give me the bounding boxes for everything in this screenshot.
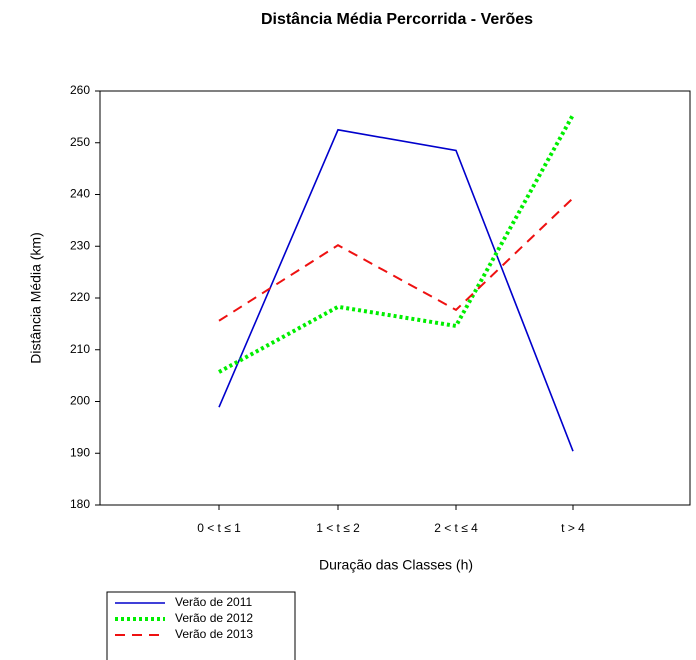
plot-frame [99,90,691,506]
x-axis-label: Duração das Classes (h) [319,557,473,573]
x-tick-label: 0 < t ≤ 1 [197,521,241,535]
data-line [218,197,574,322]
y-tick-label: 180 [70,497,90,511]
data-line [218,113,575,374]
data-line [218,128,574,452]
x-tick-label: 1 < t ≤ 2 [316,521,360,535]
y-axis-label: Distância Média (km) [28,232,44,363]
y-tick-label: 200 [70,394,90,408]
y-tick-label: 240 [70,187,90,201]
y-tick-label: 220 [70,290,90,304]
x-tick-label: t > 4 [561,521,585,535]
legend-label: Verão de 2013 [175,627,253,641]
chart-title: Distância Média Percorrida - Verões [261,11,533,28]
x-tick-label: 2 < t ≤ 4 [434,521,478,535]
y-tick-label: 190 [70,445,90,459]
y-tick-label: 230 [70,238,90,252]
y-tick-label: 210 [70,342,90,356]
y-tick-label: 250 [70,135,90,149]
legend-label: Verão de 2011 [175,595,253,609]
y-tick-label: 260 [70,83,90,97]
legend-label: Verão de 2012 [175,611,253,625]
